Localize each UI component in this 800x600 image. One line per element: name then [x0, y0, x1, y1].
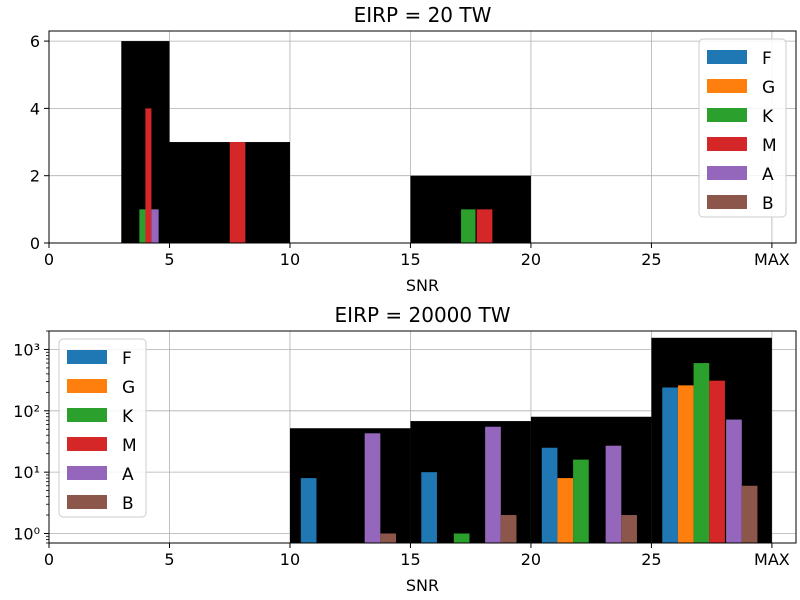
legend-swatch-B	[707, 195, 747, 209]
bar-A	[485, 426, 501, 543]
x-tick-label: 20	[521, 250, 541, 269]
bar-B	[621, 515, 637, 543]
legend-label-M: M	[122, 436, 137, 456]
legend-swatch-F	[707, 50, 747, 64]
legend-swatch-F	[67, 350, 107, 364]
legend-swatch-B	[67, 495, 107, 509]
chart-title: EIRP = 20000 TW	[335, 303, 511, 327]
y-tick-label: 10²	[13, 402, 40, 421]
legend-swatch-G	[707, 79, 747, 93]
y-tick-label: 10¹	[13, 463, 40, 482]
legend-label-K: K	[762, 107, 774, 127]
bar-F	[541, 447, 558, 543]
legend-label-M: M	[762, 136, 777, 156]
bar-M	[229, 142, 246, 243]
bar-B	[741, 485, 758, 543]
y-tick-label: 2	[30, 167, 40, 186]
axes-frame	[48, 330, 797, 544]
legend-swatch-K	[707, 108, 747, 122]
bar-M	[476, 209, 493, 243]
x-tick-label: 5	[164, 550, 174, 569]
legend-swatch-M	[67, 437, 107, 451]
bar-M	[145, 108, 152, 244]
bar-B	[380, 533, 396, 543]
legend-box	[58, 338, 147, 518]
bar-M	[709, 380, 725, 543]
y-tick-label: 6	[30, 32, 40, 51]
x-tick-label: 15	[400, 250, 420, 269]
x-tick-label: MAX	[754, 250, 790, 269]
bar-A	[605, 445, 622, 543]
x-tick-label: 25	[641, 550, 661, 569]
legend-label-B: B	[762, 194, 774, 214]
legend-label-G: G	[122, 378, 135, 398]
bar-A	[726, 419, 742, 543]
bar-F	[421, 472, 437, 543]
x-tick-label: 5	[164, 250, 174, 269]
y-tick-label: 4	[30, 99, 40, 118]
bar-F	[300, 478, 317, 543]
legend-box	[698, 38, 787, 218]
bar-G	[677, 385, 694, 543]
bar-K	[573, 459, 589, 543]
legend-label-A: A	[122, 465, 134, 485]
y-tick-label: 0	[30, 234, 40, 253]
axes-frame	[48, 30, 797, 244]
bar-K	[453, 533, 470, 543]
x-tick-label: 10	[280, 250, 300, 269]
bar-B	[500, 515, 517, 543]
x-tick-label: 0	[44, 250, 54, 269]
legend-label-G: G	[762, 78, 775, 98]
legend-swatch-M	[707, 137, 747, 151]
x-axis-label: SNR	[406, 276, 439, 295]
x-tick-label: 15	[400, 550, 420, 569]
legend-swatch-K	[67, 408, 107, 422]
x-axis-label: SNR	[406, 576, 439, 595]
legend-label-F: F	[762, 49, 772, 69]
x-tick-label: MAX	[754, 550, 790, 569]
legend-label-B: B	[122, 494, 134, 514]
x-tick-label: 0	[44, 550, 54, 569]
bar-A	[364, 433, 381, 543]
chart-title: EIRP = 20 TW	[354, 3, 492, 27]
bar-K	[139, 209, 147, 243]
chart-2: 0 5 10 15 20 25 MAX 10⁰ 10¹ 10² 10³ EIRP = 20000 TW…	[13, 303, 797, 595]
y-tick-label: 10³	[13, 340, 40, 359]
y-tick-label: 10⁰	[13, 524, 40, 543]
legend-label-A: A	[762, 165, 774, 185]
legend-label-F: F	[122, 349, 132, 369]
bar-K	[693, 363, 710, 543]
bar-G	[557, 478, 574, 543]
bar-A	[151, 209, 159, 243]
bar-K	[461, 209, 476, 243]
x-tick-label: 20	[521, 550, 541, 569]
legend-swatch-G	[67, 379, 107, 393]
x-tick-label: 10	[280, 550, 300, 569]
bar-F	[662, 387, 678, 543]
legend-label-K: K	[122, 407, 134, 427]
legend-swatch-A	[67, 466, 107, 480]
x-tick-label: 25	[641, 250, 661, 269]
legend-swatch-A	[707, 166, 747, 180]
